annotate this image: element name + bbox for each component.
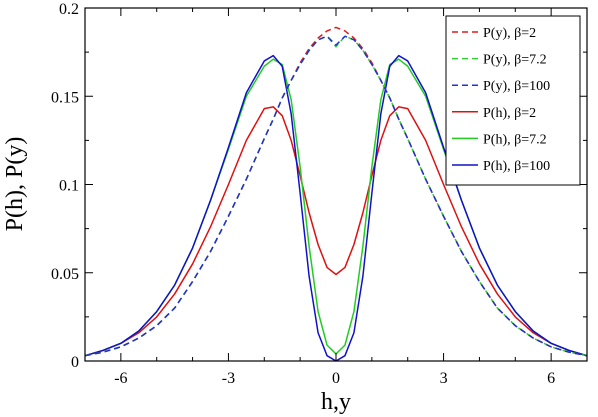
legend-label-4: P(h), β=2 (483, 106, 536, 121)
y-tick-label: 0.15 (51, 89, 79, 106)
x-tick-label: 6 (547, 370, 555, 387)
y-axis-title: P(h), P(y) (2, 137, 28, 232)
x-tick-label: 3 (440, 370, 448, 387)
y-tick-label: 0.05 (51, 266, 79, 283)
legend-box (445, 15, 581, 186)
x-tick-label: 0 (332, 370, 340, 387)
legend-label-6: P(h), β=100 (483, 159, 550, 174)
x-tick-label: -3 (222, 370, 235, 387)
legend-label-5: P(h), β=7.2 (483, 132, 547, 147)
y-tick-label: 0 (71, 354, 79, 371)
y-tick-label: 0.1 (59, 178, 79, 195)
legend-label-3: P(y), β=100 (483, 79, 550, 94)
y-tick-label: 0.2 (59, 1, 79, 18)
legend: P(y), β=2 P(y), β=7.2 P(y), β=100 P(h), β=2… (445, 15, 581, 186)
x-tick-label: -6 (114, 370, 127, 387)
series-line-3 (84, 35, 588, 357)
legend-label-1: P(y), β=2 (483, 26, 536, 41)
x-axis-title: h,y (321, 389, 351, 415)
series-line-4 (84, 106, 588, 357)
ticks-layer: -6 -3 0 3 6 0 0.05 0.1 0.15 0.2 (51, 1, 588, 387)
legend-label-2: P(y), β=7.2 (483, 53, 547, 68)
